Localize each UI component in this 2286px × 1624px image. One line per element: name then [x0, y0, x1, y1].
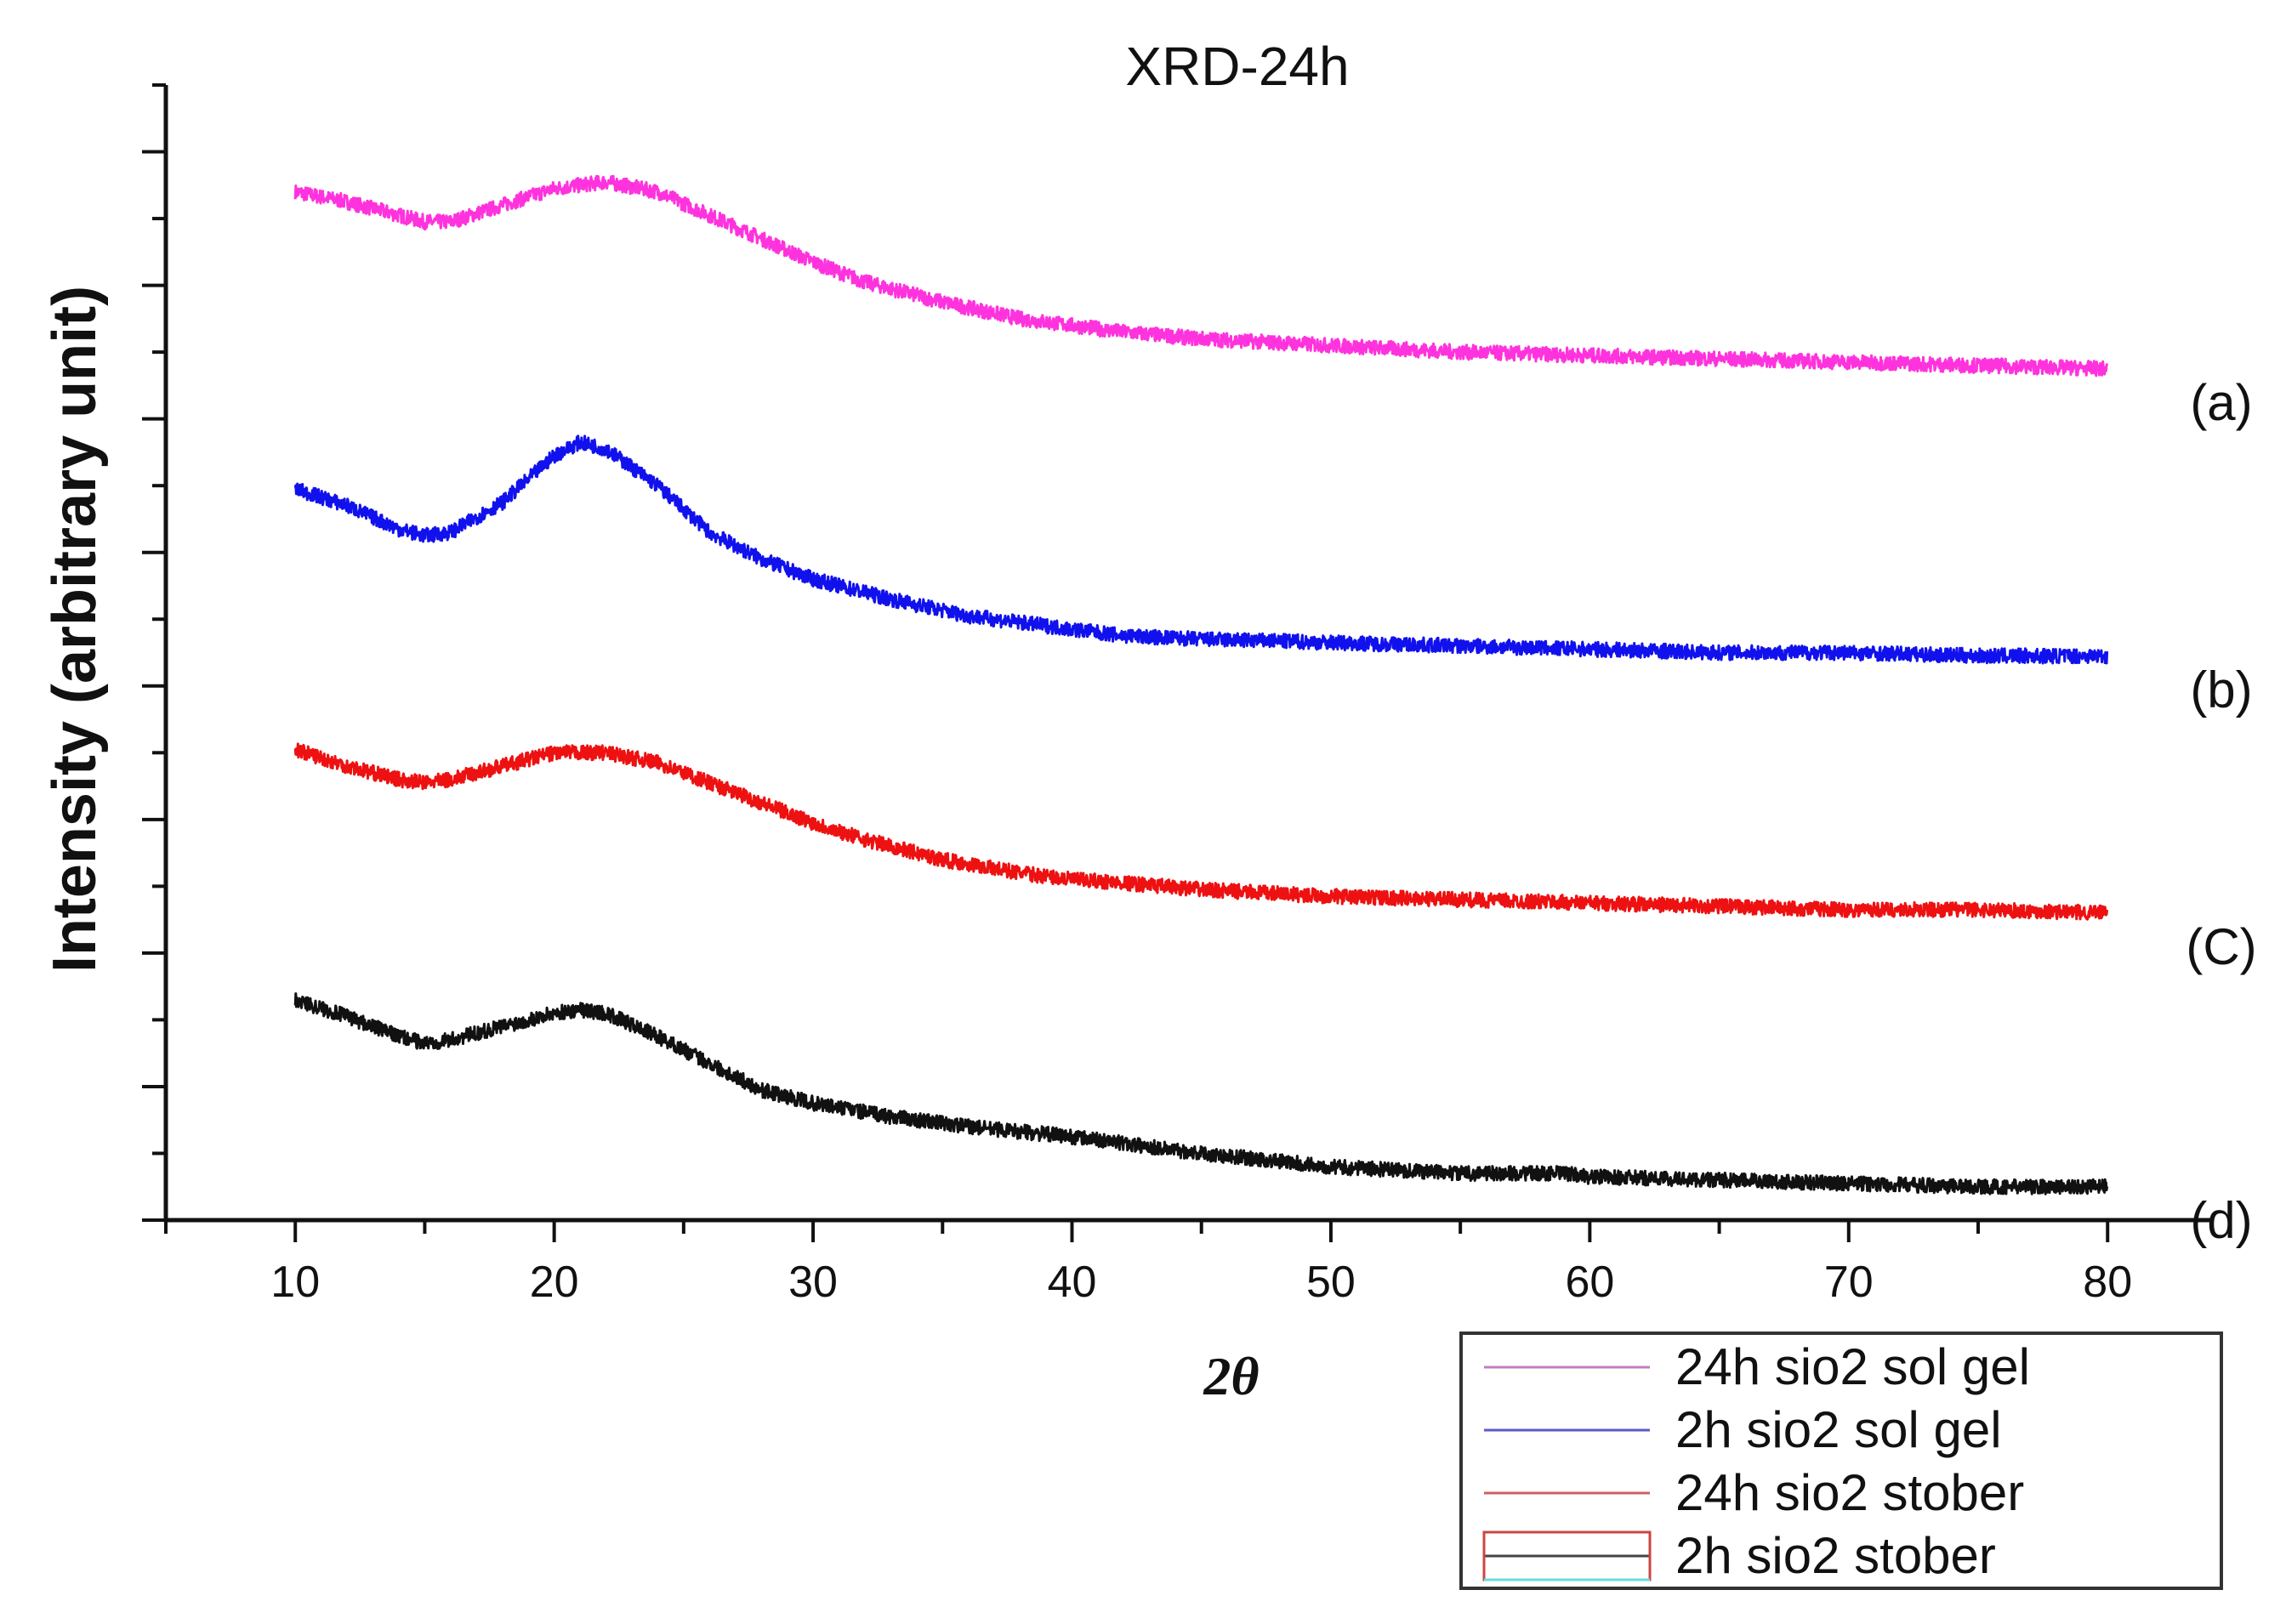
x-tick-label: 70 [1824, 1258, 1874, 1307]
series-layer [293, 174, 2109, 1195]
x-tick-label: 60 [1565, 1258, 1614, 1307]
series-line-1 [293, 174, 2109, 378]
series-label: (C) [2186, 918, 2256, 975]
x-tick-label: 30 [788, 1258, 838, 1307]
legend-entry: 2h sio2 stober [1675, 1527, 1996, 1584]
series-line-4 [293, 992, 2109, 1195]
x-tick-label: 20 [530, 1258, 579, 1307]
x-tick-label: 10 [270, 1258, 320, 1307]
legend-box [1459, 1332, 2223, 1590]
series-line-3 [293, 742, 2109, 921]
legend-entry: 24h sio2 stober [1675, 1464, 2024, 1521]
x-tick-label: 40 [1048, 1258, 1097, 1307]
series-labels: (a) (b) (C) (d) [2186, 374, 2256, 1249]
legend-entry: 2h sio2 sol gel [1675, 1401, 2002, 1458]
x-tick-label: 50 [1306, 1258, 1356, 1307]
axes: 10 20 30 40 50 60 70 80 [142, 83, 2211, 1307]
x-tick-label: 80 [2083, 1258, 2132, 1307]
series-label: (a) [2190, 374, 2252, 431]
y-axis-label: Intensity (arbitrary unit) [41, 286, 109, 973]
legend-entry: 24h sio2 sol gel [1675, 1338, 2030, 1395]
chart-title: XRD-24h [1125, 36, 1349, 97]
series-line-2 [293, 434, 2109, 665]
series-label: (b) [2190, 661, 2252, 718]
x-axis-label: 2θ [1203, 1346, 1259, 1406]
legend-items: 24h sio2 sol gel 2h sio2 sol gel 24h sio2 … [1482, 1338, 2030, 1584]
series-label: (d) [2190, 1192, 2252, 1249]
legend: 24h sio2 sol gel 2h sio2 sol gel 24h sio2 … [1459, 1332, 2223, 1590]
